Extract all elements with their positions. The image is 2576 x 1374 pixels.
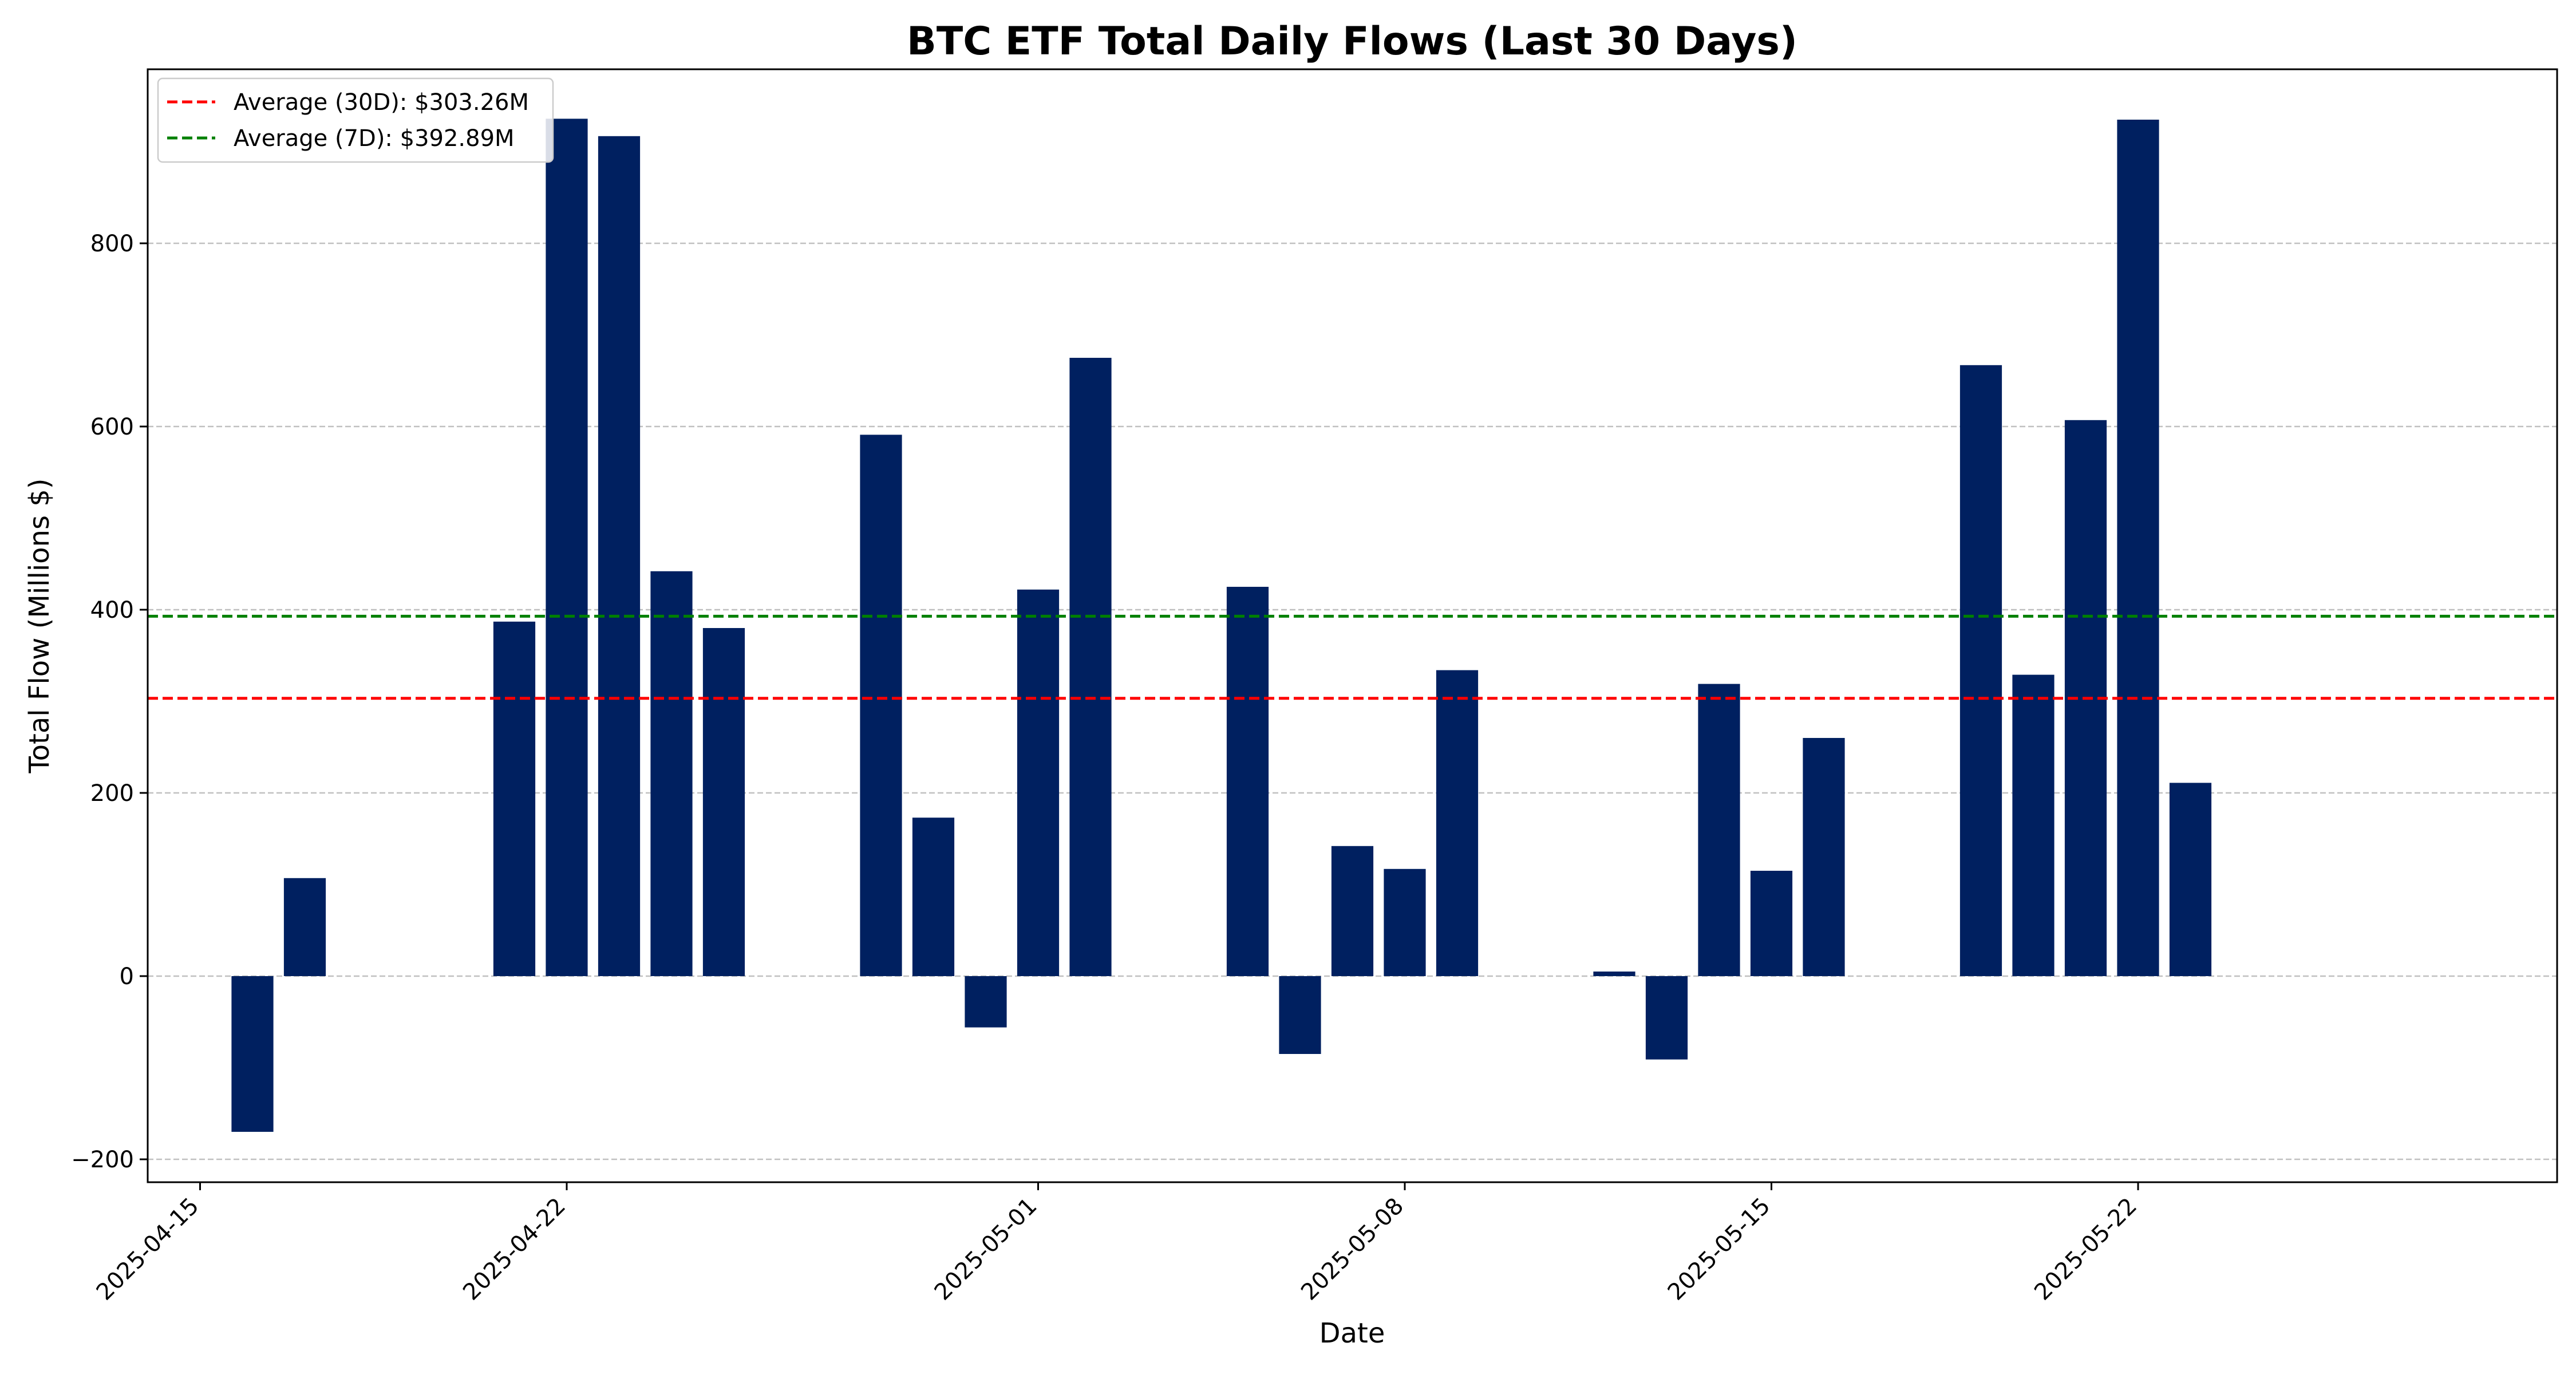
y-tick-label: 0 (120, 964, 134, 990)
y-axis-label: Total Flow (Millions $) (23, 479, 56, 774)
y-tick-label: 600 (90, 414, 134, 440)
bar (283, 878, 326, 976)
bar (1750, 871, 1793, 976)
bars (231, 119, 2212, 1132)
y-tick-label: −200 (71, 1147, 134, 1173)
bar (912, 818, 955, 976)
bar (1279, 976, 1321, 1054)
bar (1803, 738, 1845, 976)
bar (702, 628, 745, 976)
legend: Average (30D): $303.26M Average (7D): $39… (157, 77, 554, 163)
x-axis-label: Date (1319, 1317, 1385, 1349)
y-tick-label: 800 (90, 231, 134, 257)
bar (493, 621, 536, 976)
legend-label: Average (7D): $392.89M (234, 125, 515, 152)
bar (1436, 670, 1479, 976)
bar (1959, 365, 2002, 976)
bar (650, 571, 693, 976)
bar (1645, 976, 1688, 1060)
bar (2169, 783, 2212, 976)
bar (1331, 846, 1374, 976)
bar (1226, 587, 1269, 976)
y-axis: −200 0 200 400 600 800 (71, 231, 148, 1173)
y-tick-label: 200 (90, 780, 134, 807)
plot-frame (147, 68, 2558, 1183)
bar (1593, 972, 1635, 976)
bar (1017, 589, 1060, 976)
y-tick-label: 400 (90, 597, 134, 623)
bar (231, 976, 274, 1132)
chart-title: BTC ETF Total Daily Flows (Last 30 Days) (907, 19, 1797, 64)
bar (1069, 358, 1112, 976)
bar (598, 136, 641, 976)
legend-label: Average (30D): $303.26M (234, 89, 529, 116)
bar (1384, 868, 1426, 976)
bar (546, 119, 588, 976)
bar (2012, 674, 2055, 976)
legend-box (157, 77, 554, 163)
bar (860, 435, 902, 976)
bar (2117, 120, 2159, 976)
bar (965, 976, 1007, 1028)
bar (1698, 684, 1740, 976)
